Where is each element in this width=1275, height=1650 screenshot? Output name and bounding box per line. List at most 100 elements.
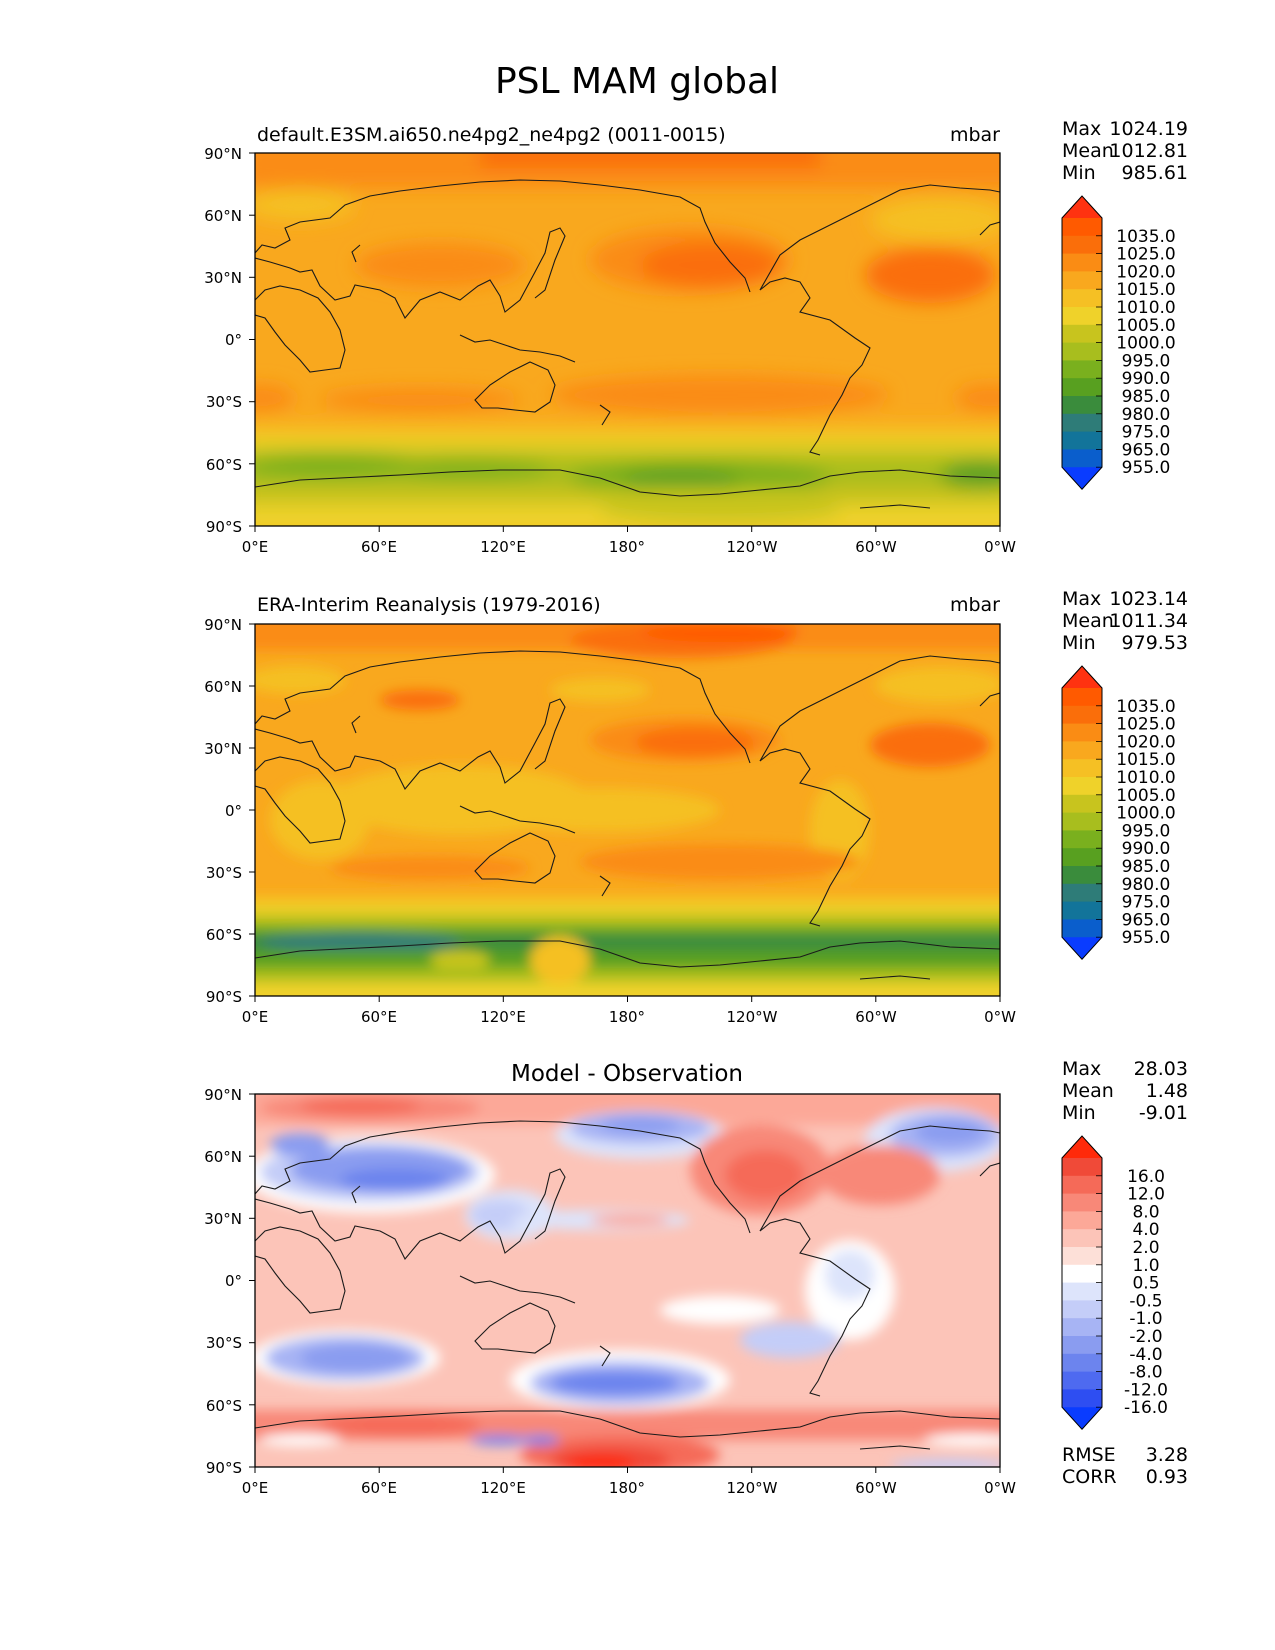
colorbar-label: -16.0 xyxy=(1124,1398,1168,1418)
colorbar-label: -12.0 xyxy=(1124,1380,1168,1400)
lat-tick-label: 30°N xyxy=(204,740,242,758)
colorbar-segment xyxy=(1062,289,1102,308)
colorbar-segment xyxy=(1062,1318,1102,1337)
colorbar-label: -2.0 xyxy=(1129,1327,1162,1347)
lat-tick-label: 90°S xyxy=(206,1459,242,1477)
lat-axis: 90°N 60°N 30°N 0° 30°S 60°S 90°S xyxy=(204,145,255,536)
colorbar-segment xyxy=(1062,866,1102,885)
colorbar-segment xyxy=(1062,1229,1102,1248)
lat-tick-label: 60°N xyxy=(204,678,242,696)
lon-tick-label: 180° xyxy=(609,1479,645,1497)
colorbar-segment xyxy=(1062,812,1102,831)
lon-tick-label: 60°E xyxy=(361,1479,397,1497)
lat-tick-label: 0° xyxy=(225,802,242,820)
colorbar-segment xyxy=(1062,342,1102,361)
colorbar-segment xyxy=(1062,449,1102,468)
stat-mean: 1012.81 xyxy=(1109,140,1188,162)
panel-units: mbar xyxy=(950,594,1000,616)
lat-axis: 90°N 60°N 30°N 0° 30°S 60°S 90°S xyxy=(204,1086,255,1477)
colorbar-label: 1015.0 xyxy=(1116,750,1175,770)
lat-tick-label: 90°S xyxy=(206,988,242,1006)
stat-label-max: Max xyxy=(1062,1058,1101,1080)
stat-mean: 1011.34 xyxy=(1109,610,1188,632)
colorbar-segment xyxy=(1062,759,1102,778)
panel-reference: ERA-Interim Reanalysis (1979-2016) mbar xyxy=(204,588,1188,1026)
lat-tick-label: 30°S xyxy=(206,393,242,411)
lat-tick-label: 60°S xyxy=(206,926,242,944)
colorbar-label: 1020.0 xyxy=(1116,262,1175,282)
colorbar-label: 980.0 xyxy=(1122,405,1171,425)
lat-tick-label: 90°S xyxy=(206,518,242,536)
lon-tick-label: 120°E xyxy=(480,538,526,556)
colorbar-label: 980.0 xyxy=(1122,875,1171,895)
colorbar-segment xyxy=(1062,307,1102,326)
colorbar: 16.012.08.04.02.01.00.5-0.5-1.0-2.0-4.0-… xyxy=(1061,1135,1168,1430)
stat-max: 1024.19 xyxy=(1109,118,1188,140)
colorbar-extend-min xyxy=(1062,467,1102,490)
coastlines xyxy=(255,1120,1000,1450)
colorbar-label: 1025.0 xyxy=(1116,245,1175,265)
contour-map xyxy=(255,153,1000,526)
coastlines xyxy=(255,650,1000,980)
stats-box: Max 1023.14 Mean 1011.34 Min 979.53 xyxy=(1062,588,1188,654)
lat-tick-label: 30°S xyxy=(206,864,242,882)
colorbar-label: 1000.0 xyxy=(1116,334,1175,354)
lon-tick-label: 60°W xyxy=(855,1008,897,1026)
colorbar-label: 0.5 xyxy=(1132,1274,1159,1294)
stat-label-min: Min xyxy=(1062,1102,1096,1124)
stat-max: 1023.14 xyxy=(1109,588,1188,610)
stat-min: 985.61 xyxy=(1122,162,1188,184)
colorbar-segment xyxy=(1062,218,1102,237)
colorbar-segment xyxy=(1062,688,1102,707)
colorbar-extend-max xyxy=(1062,196,1102,218)
lon-tick-label: 60°E xyxy=(361,1008,397,1026)
colorbar-segment xyxy=(1062,378,1102,397)
colorbar-label: 995.0 xyxy=(1122,351,1171,371)
panel-title: default.E3SM.ai650.ne4pg2_ne4pg2 (0011-0… xyxy=(257,124,726,146)
colorbar-label: 985.0 xyxy=(1122,857,1171,877)
colorbar-extend-max xyxy=(1062,666,1102,688)
colorbar-label: 1005.0 xyxy=(1116,786,1175,806)
colorbar-label: 990.0 xyxy=(1122,369,1171,389)
lon-tick-label: 120°E xyxy=(480,1479,526,1497)
colorbar-segment xyxy=(1062,1211,1102,1230)
stat-corr: 0.93 xyxy=(1146,1466,1188,1488)
colorbar-label: 995.0 xyxy=(1122,821,1171,841)
colorbar-label: 1.0 xyxy=(1132,1256,1159,1276)
colorbar-segment xyxy=(1062,1300,1102,1319)
lat-tick-label: 90°N xyxy=(204,616,242,634)
stat-label-rmse: RMSE xyxy=(1062,1444,1116,1466)
colorbar-label: 965.0 xyxy=(1122,440,1171,460)
lat-tick-label: 0° xyxy=(225,1272,242,1290)
contour-map xyxy=(255,624,1000,996)
colorbar-label: 955.0 xyxy=(1122,458,1171,478)
lon-tick-label: 180° xyxy=(609,1008,645,1026)
lat-tick-label: 60°S xyxy=(206,1397,242,1415)
colorbar-extend-min xyxy=(1062,1407,1102,1430)
panel-title: ERA-Interim Reanalysis (1979-2016) xyxy=(257,594,601,616)
colorbar-segment xyxy=(1062,901,1102,920)
colorbar-segment xyxy=(1062,413,1102,432)
lat-tick-label: 30°N xyxy=(204,269,242,287)
stat-label-mean: Mean xyxy=(1062,1080,1114,1102)
colorbar-segment xyxy=(1062,1336,1102,1355)
colorbar-segment xyxy=(1062,1264,1102,1283)
colorbar-segment xyxy=(1062,741,1102,760)
lon-tick-label: 0°W xyxy=(984,1479,1016,1497)
colorbar-label: 16.0 xyxy=(1127,1167,1165,1187)
lon-tick-label: 180° xyxy=(609,538,645,556)
colorbar-segment xyxy=(1062,1282,1102,1301)
colorbar-segment xyxy=(1062,235,1102,254)
colorbar: 1035.01025.01020.01015.01010.01005.01000… xyxy=(1061,665,1176,960)
lon-axis: 0°E 60°E 120°E 180° 120°W 60°W 0°W xyxy=(242,526,1016,556)
lon-tick-label: 120°W xyxy=(727,1479,778,1497)
stat-min: 979.53 xyxy=(1122,632,1188,654)
colorbar-segment xyxy=(1062,271,1102,290)
panel-difference: Model - Observation xyxy=(204,1058,1188,1497)
colorbar-segment xyxy=(1062,324,1102,343)
lon-tick-label: 120°W xyxy=(727,1008,778,1026)
lon-axis: 0°E 60°E 120°E 180° 120°W 60°W 0°W xyxy=(242,996,1016,1026)
lat-tick-label: 60°N xyxy=(204,1148,242,1166)
colorbar-segment xyxy=(1062,1389,1102,1408)
